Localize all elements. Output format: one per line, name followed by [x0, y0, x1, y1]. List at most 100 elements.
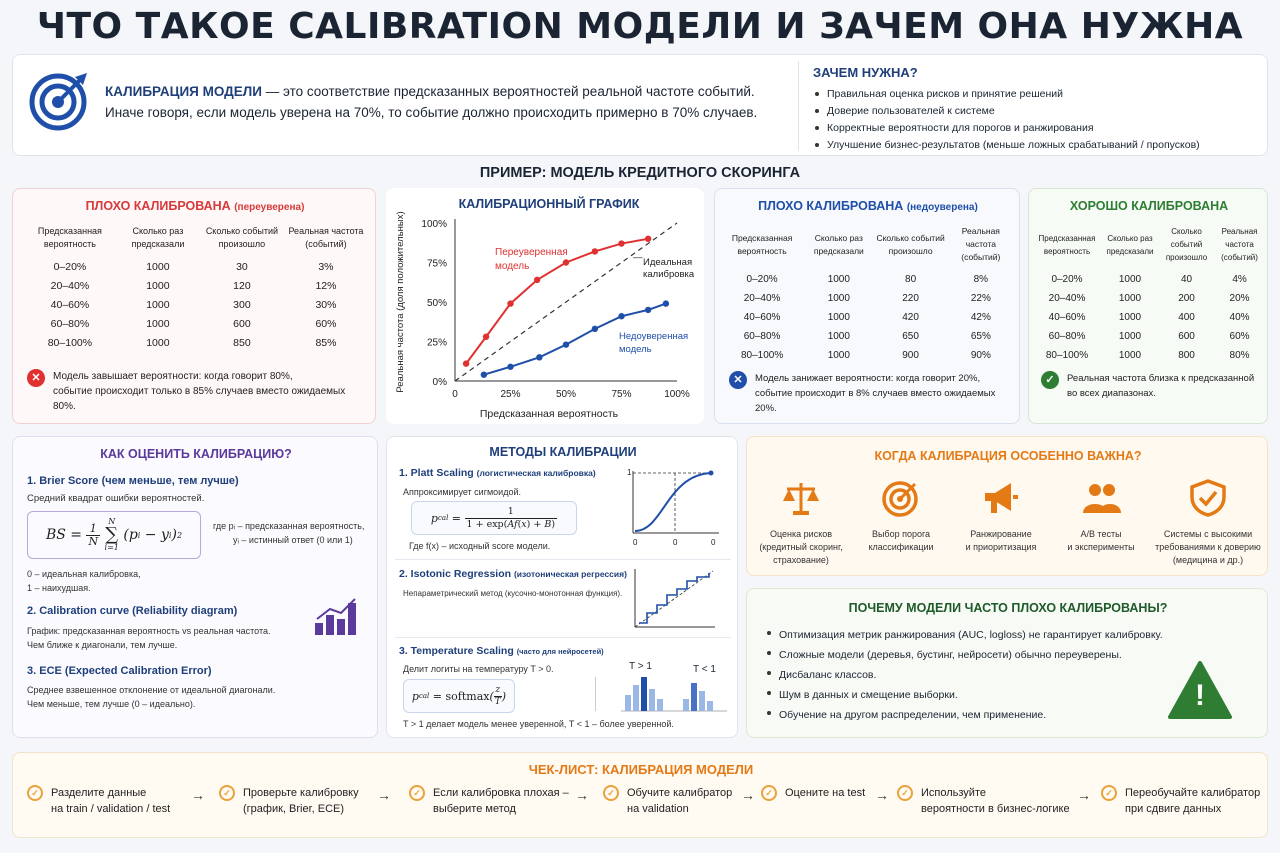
under-title: ПЛОХО КАЛИБРОВАНА [758, 199, 904, 213]
good-title: ХОРОШО КАЛИБРОВАНА [1069, 199, 1229, 213]
series-label-ideal: калибровка [643, 269, 695, 280]
check-icon: ✓ [1101, 785, 1117, 801]
temp-title: 3. Temperature Scaling [399, 645, 514, 657]
arrow-icon: → [191, 787, 205, 803]
ideal-marker: — [633, 252, 643, 263]
assess-title: КАК ОЦЕНИТЬ КАЛИБРАЦИЮ? [100, 447, 292, 461]
warning-icon [1168, 661, 1232, 719]
svg-text:1: 1 [627, 468, 632, 477]
important-card: КОГДА КАЛИБРАЦИЯ ОСОБЕННО ВАЖНА? Оценка … [746, 436, 1268, 576]
arrow-icon: → [741, 787, 755, 803]
reason-item: Обучение на другом распределении, чем пр… [765, 705, 1185, 725]
temp-formula: p cal = softmax(z T) [403, 679, 515, 713]
table-row: 20–40% 1000 220 22% [743, 293, 991, 304]
table-row: 60–80% 1000 600 60% [50, 317, 337, 330]
x-tick-label: 50% [556, 389, 576, 400]
shield-icon [1190, 479, 1226, 517]
data-point [562, 259, 570, 266]
data-point [482, 333, 490, 340]
data-point [618, 240, 625, 247]
ideal-line [454, 222, 678, 382]
series-label-over: модель [495, 261, 529, 272]
series-line [483, 302, 667, 376]
data-point [462, 360, 470, 367]
check-icon: ✓ [603, 785, 619, 801]
arrow-icon: → [875, 787, 889, 803]
x-axis-label: Предсказанная вероятность [480, 408, 619, 420]
megaphone-icon [985, 483, 1018, 513]
reasons-card: ПОЧЕМУ МОДЕЛИ ЧАСТО ПЛОХО КАЛИБРОВАНЫ? О… [746, 588, 1268, 738]
y-tick-label: 50% [427, 298, 447, 309]
arrow-icon: → [377, 787, 391, 803]
x-tick-label: 25% [500, 389, 520, 400]
checklist-step: ✓ Если калибровка плохая – выберите метод [409, 785, 569, 817]
target-icon [882, 481, 918, 517]
arrow-icon: → [575, 787, 589, 803]
brier-title: 1. Brier Score (чем меньше, тем лучше) [27, 475, 239, 487]
brier-desc: Средний квадрат ошибки вероятностей. [27, 493, 205, 504]
checklist-card: ЧЕК-ЛИСТ: КАЛИБРАЦИЯ МОДЕЛИ ✓ Разделите д… [12, 752, 1268, 838]
important-item: A/B тесты и эксперименты [1053, 479, 1149, 567]
data-point [591, 325, 599, 333]
checklist-step: ✓ Используйте вероятности в бизнес-логике [897, 785, 1070, 817]
intro-lead: КАЛИБРАЦИЯ МОДЕЛИ [105, 84, 262, 99]
check-icon: ✓ [897, 785, 913, 801]
iso-desc: Непараметрический метод (кусочно-монотон… [403, 589, 623, 598]
platt-sub: (логистическая калибровка) [476, 468, 596, 478]
check-icon: ✓ [409, 785, 425, 801]
reasons-list: Оптимизация метрик ранжирования (AUC, lo… [765, 625, 1185, 725]
important-item: Системы с высокими требованиями к доверию… [1153, 479, 1263, 567]
series-label-under: Недоуверенная [619, 331, 688, 342]
curve-title: 2. Calibration curve (Reliability diagra… [27, 605, 238, 617]
data-point [562, 341, 570, 348]
reason-item: Оптимизация метрик ранжирования (AUC, lo… [765, 625, 1185, 645]
table-row: 40–60% 1000 420 42% [743, 312, 991, 323]
series-label-over: Переуверенная [495, 247, 568, 258]
over-sub: (переуверена) [234, 202, 305, 213]
temp-sub: (часто для нейросетей) [516, 647, 604, 656]
isotonic-plot [634, 569, 715, 628]
table-row: 0–20% 1000 80 8% [746, 274, 989, 285]
table-row: 80–100% 1000 900 90% [740, 350, 991, 361]
temp-lt-label: T < 1 [693, 664, 716, 675]
x-tick-label: 100% [664, 389, 690, 400]
data-point [480, 371, 488, 378]
data-point [507, 363, 514, 370]
x-tick-label: 0 [452, 389, 458, 400]
table-row: 20–40% 1000 200 20% [1048, 293, 1250, 304]
checklist-step: ✓ Оцените на test [761, 785, 865, 801]
table-row: 0–20% 1000 40 4% [1051, 274, 1247, 285]
intro-card: КАЛИБРАЦИЯ МОДЕЛИ — это соответствие пре… [12, 54, 1268, 156]
under-sub: (недоуверена) [906, 202, 978, 213]
data-point [536, 354, 543, 361]
over-title: ПЛОХО КАЛИБРОВАНА [85, 199, 231, 213]
check-icon: ✓ [761, 785, 777, 801]
under-table: Предсказанная вероятность Сколько раз пре… [721, 225, 1015, 365]
platt-desc: Аппроксимирует сигмоидой. [403, 487, 521, 497]
why-item: Улучшение бизнес-результатов (меньше лож… [813, 137, 1253, 154]
data-point [591, 248, 599, 255]
under-card: ПЛОХО КАЛИБРОВАНА (недоуверена) Предсказ… [714, 188, 1020, 424]
curve-desc: График: предсказанная вероятность vs реа… [27, 626, 271, 650]
data-point [644, 235, 652, 242]
check-icon: ✓ [1041, 371, 1059, 389]
reason-item: Дисбаланс классов. [765, 665, 1185, 685]
table-row: 80–100% 1000 800 80% [1045, 350, 1250, 361]
assess-card: КАК ОЦЕНИТЬ КАЛИБРАЦИЮ? 1. Brier Score (… [12, 436, 378, 738]
important-title: КОГДА КАЛИБРАЦИЯ ОСОБЕННО ВАЖНА? [874, 449, 1142, 463]
table-row: 60–80% 1000 650 65% [743, 331, 991, 342]
temp-gt-label: T > 1 [629, 661, 652, 672]
why-list: Правильная оценка рисков и принятие реше… [813, 86, 1253, 154]
error-icon: ✕ [27, 369, 45, 387]
series-label-ideal: Идеальная [643, 257, 692, 268]
check-icon: ✓ [219, 785, 235, 801]
over-table: Предсказанная вероятность Сколько раз пре… [23, 225, 367, 352]
why-item: Доверие пользователей к системе [813, 103, 1253, 120]
why-item: Правильная оценка рисков и принятие реше… [813, 86, 1253, 103]
important-item: Ранжирование и приоритизация [953, 479, 1049, 567]
svg-text:0: 0 [633, 538, 638, 547]
good-note: ✓ Реальная частота близка к предсказанно… [1041, 371, 1265, 401]
series-label-under: модель [619, 344, 652, 355]
intro-line-2: Иначе говоря, если модель уверена на 70%… [105, 105, 758, 120]
